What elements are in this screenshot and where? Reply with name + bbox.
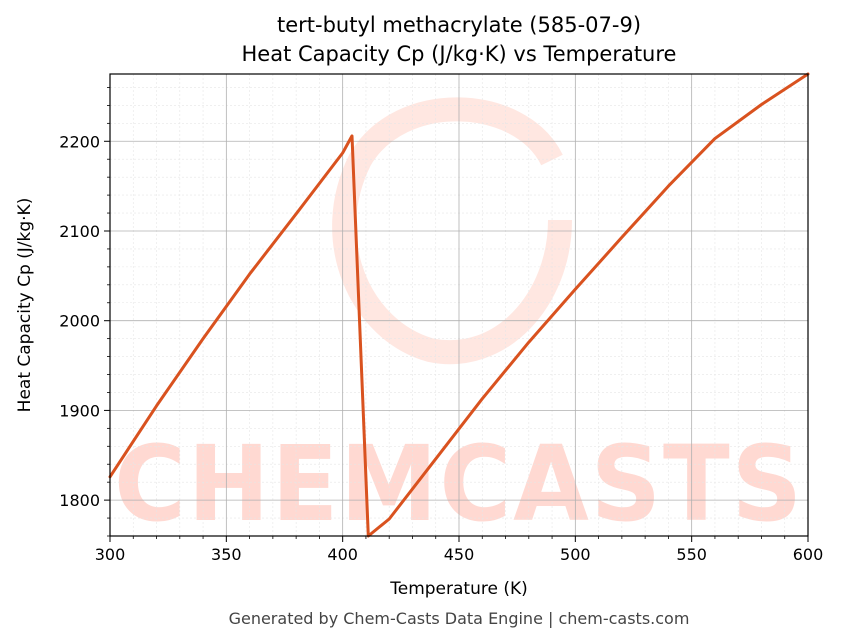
x-tick-label: 550 bbox=[676, 545, 707, 564]
y-tick-label: 1900 bbox=[59, 401, 100, 420]
y-tick-label: 2100 bbox=[59, 222, 100, 241]
axis-ticks: 300 350 400 450 500 550 600 1800 1900 2000 2100 220… bbox=[59, 87, 823, 564]
x-tick-label: 350 bbox=[211, 545, 242, 564]
watermark: CHEMCASTS bbox=[114, 97, 804, 545]
y-tick-label: 2000 bbox=[59, 312, 100, 331]
series-line bbox=[108, 72, 810, 538]
chart-title: tert-butyl methacrylate (585-07-9) bbox=[277, 13, 641, 37]
x-tick-label: 600 bbox=[793, 545, 824, 564]
watermark-text: CHEMCASTS bbox=[114, 423, 804, 545]
x-tick-label: 300 bbox=[95, 545, 126, 564]
x-tick-label: 450 bbox=[444, 545, 475, 564]
y-axis-label: Heat Capacity Cp (J/kg·K) bbox=[15, 198, 35, 413]
footer-credit: Generated by Chem-Casts Data Engine | ch… bbox=[229, 609, 690, 628]
series-layer bbox=[108, 72, 810, 538]
x-axis-label: Temperature (K) bbox=[389, 579, 528, 599]
watermark-swirl bbox=[332, 97, 572, 365]
chart-subtitle: Heat Capacity Cp (J/kg·K) vs Temperature bbox=[242, 42, 677, 66]
x-tick-label: 500 bbox=[560, 545, 591, 564]
x-tick-label: 400 bbox=[327, 545, 358, 564]
y-tick-label: 2200 bbox=[59, 132, 100, 151]
y-tick-label: 1800 bbox=[59, 491, 100, 510]
